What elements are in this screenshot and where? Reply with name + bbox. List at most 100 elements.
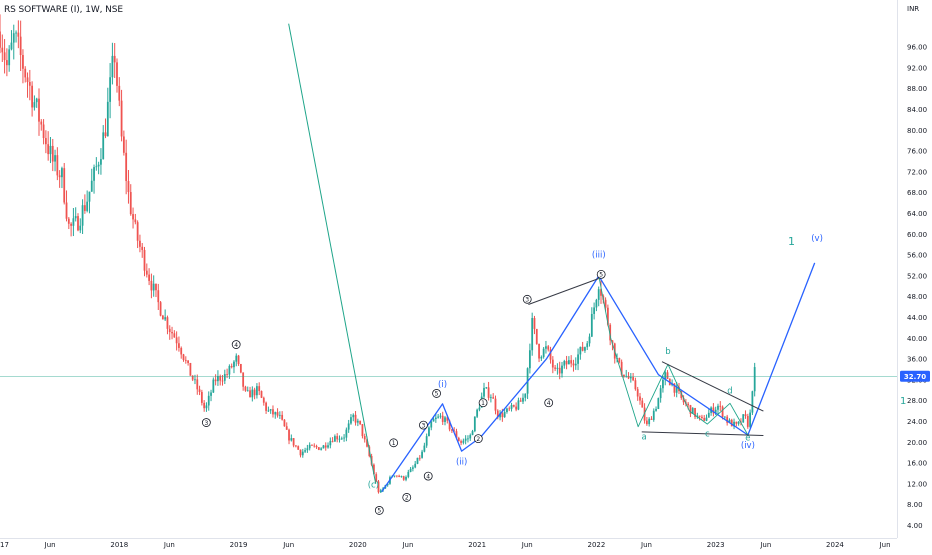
wave-label: (c): [368, 481, 379, 491]
candle-body: [680, 391, 683, 398]
candle-body: [304, 450, 306, 452]
wave-circle-label: 5: [599, 272, 603, 279]
candle-body: [753, 367, 756, 392]
candle-body: [620, 361, 623, 375]
candle-body: [547, 346, 550, 350]
wave-circle-label: 3: [525, 297, 529, 304]
candle-body: [100, 159, 102, 165]
candle-body: [196, 379, 199, 390]
candle-body: [522, 397, 524, 402]
candle-body: [590, 313, 593, 337]
candle-body: [217, 375, 219, 382]
candle-body: [338, 438, 341, 440]
candle-body: [611, 340, 614, 344]
candle-body: [320, 448, 323, 450]
candle-body: [269, 409, 272, 411]
y-tick-label: 92.00: [907, 64, 927, 72]
candle-body: [538, 343, 540, 359]
candle-body: [327, 445, 329, 448]
candle-body: [184, 359, 187, 361]
candle-body: [733, 421, 735, 427]
candle-body: [659, 388, 662, 399]
candle-body: [354, 414, 357, 423]
elliott-wave-path: [381, 262, 816, 493]
candle-body: [606, 307, 609, 325]
x-tick-label: 2020: [349, 541, 367, 549]
x-tick-label: Jun: [44, 541, 56, 549]
candle-body: [249, 390, 251, 398]
candle-body: [299, 449, 302, 456]
candle-body: [448, 420, 451, 430]
candle-body: [233, 361, 235, 368]
candle-body: [425, 436, 428, 446]
candle-body: [35, 98, 38, 103]
wave-label: (ii): [456, 458, 467, 468]
candle-body: [334, 436, 336, 442]
candle-body: [483, 387, 485, 397]
candle-body: [545, 346, 547, 349]
wave-circle-label: 5: [435, 391, 439, 398]
candle-body: [159, 302, 162, 316]
candle-body: [139, 240, 141, 247]
candle-body: [418, 457, 421, 459]
candle-body: [492, 397, 495, 399]
candle-body: [687, 403, 690, 406]
candle-body: [444, 417, 446, 422]
candle-body: [65, 202, 68, 219]
candle-body: [703, 417, 706, 421]
candle-body: [230, 366, 233, 368]
candle-body: [377, 481, 380, 493]
candle-body: [311, 444, 313, 446]
candle-body: [67, 218, 70, 224]
candle-body: [237, 355, 240, 364]
x-tick-label: Jun: [640, 541, 652, 549]
y-tick-label: 20.00: [907, 439, 927, 447]
candle-body: [510, 405, 513, 409]
candle-body: [604, 299, 607, 308]
candle-body: [689, 405, 692, 414]
candle-body: [8, 49, 11, 66]
candle-body: [464, 438, 467, 441]
candle-body: [641, 400, 644, 408]
candle-body: [673, 383, 676, 393]
candle-body: [645, 420, 648, 425]
x-tick-label: 2019: [230, 541, 248, 549]
candle-body: [535, 328, 538, 344]
candle-body: [579, 346, 582, 355]
wave-circle-marker: [596, 269, 606, 279]
candle-body: [379, 490, 382, 493]
y-tick-label: 68.00: [907, 189, 927, 197]
candle-body: [141, 246, 144, 250]
candle-body: [694, 408, 696, 417]
wave-circle-label: 4: [426, 473, 430, 480]
x-tick-label: Jun: [521, 541, 533, 549]
wave-circle-marker: [544, 398, 554, 408]
candle-body: [705, 417, 708, 421]
candle-body: [283, 419, 286, 427]
candle-body: [501, 413, 504, 418]
candle-body: [574, 363, 577, 366]
wave-circle-label: 2: [405, 495, 409, 502]
candle-body: [577, 354, 579, 364]
candle-body: [375, 474, 378, 482]
candle-body: [210, 392, 212, 396]
x-tick-label: 2023: [707, 541, 725, 549]
y-tick-label: 60.00: [907, 231, 927, 239]
y-tick-label: 64.00: [907, 210, 927, 218]
candle-body: [77, 216, 79, 231]
last-price-tag: [900, 370, 930, 382]
candle-body: [655, 408, 657, 411]
candle-body: [3, 52, 6, 61]
candle-body: [533, 318, 536, 329]
wave-circle-marker: [419, 420, 428, 430]
candle-body: [191, 375, 194, 380]
candle-body: [363, 436, 366, 440]
triangle-lower-trendline: [641, 431, 764, 437]
candle-body: [496, 410, 499, 418]
y-tick-label: 80.00: [907, 127, 927, 135]
candle-body: [657, 398, 660, 409]
candle-body: [467, 438, 469, 440]
candle-body: [457, 437, 460, 442]
candle-body: [428, 427, 430, 437]
y-tick-label: 48.00: [907, 293, 927, 301]
